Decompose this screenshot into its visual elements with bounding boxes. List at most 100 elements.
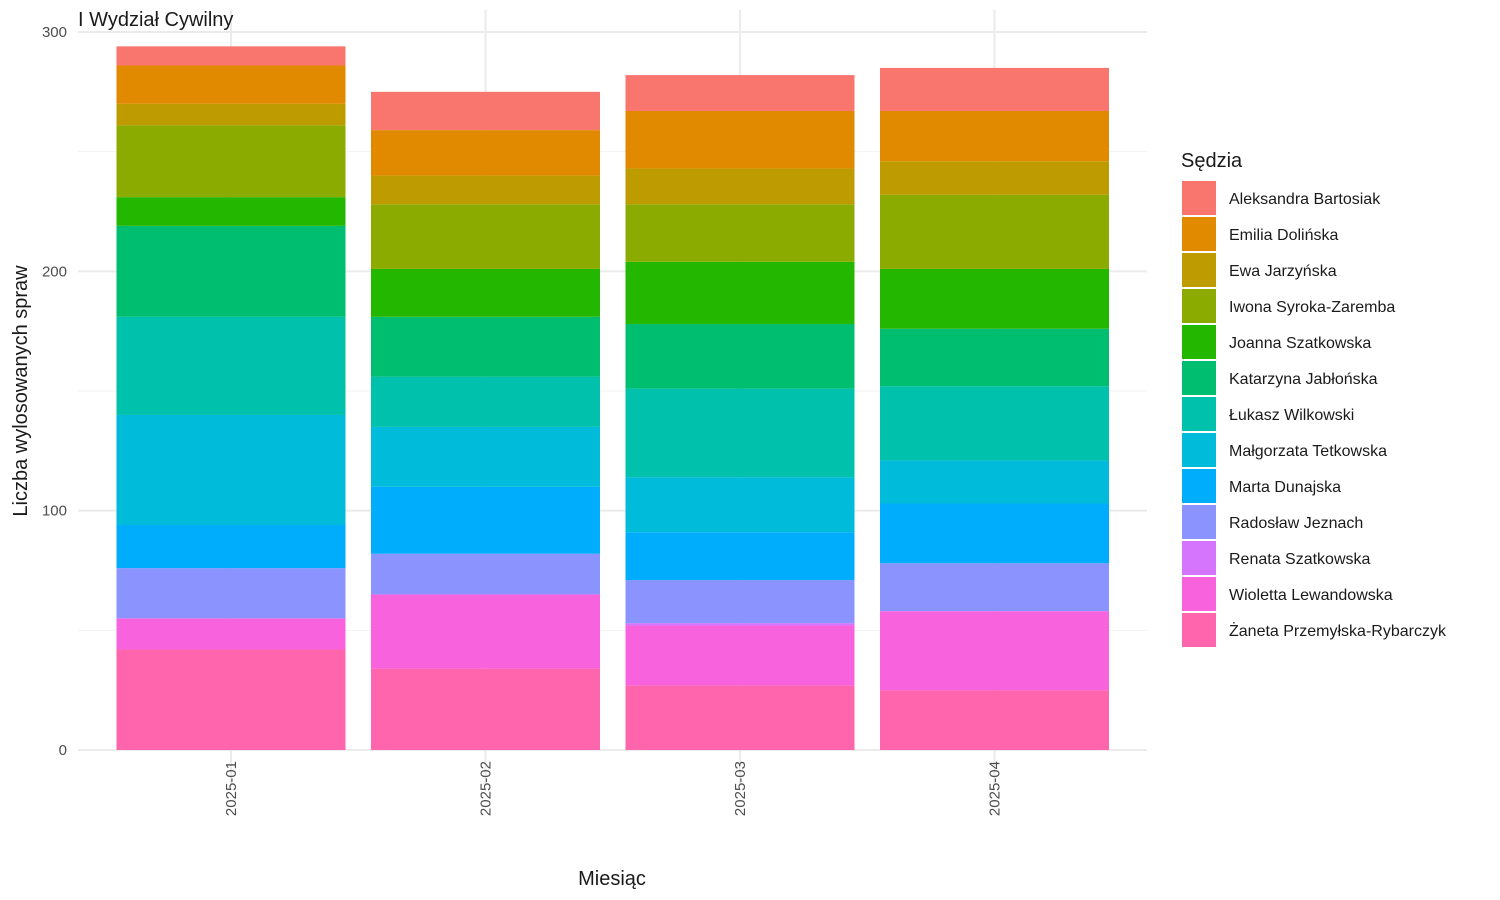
legend-swatch — [1182, 253, 1216, 287]
bar-segment — [116, 197, 346, 226]
bar-segment — [371, 204, 600, 269]
legend-swatch — [1182, 613, 1216, 647]
legend-swatch — [1182, 289, 1216, 323]
bar-stacks — [116, 46, 1109, 750]
legend-label: Joanna Szatkowska — [1229, 335, 1371, 352]
bar-segment — [371, 553, 600, 595]
legend-item: Małgorzata Tetkowska — [1182, 433, 1387, 467]
bar-segment — [625, 204, 855, 262]
x-tick-label: 2025-01 — [223, 761, 240, 816]
legend-label: Ewa Jarzyńska — [1229, 263, 1337, 280]
legend-title: Sędzia — [1181, 150, 1243, 172]
bar-segment — [371, 316, 600, 377]
legend-label: Aleksandra Bartosiak — [1229, 191, 1381, 208]
legend-label: Małgorzata Tetkowska — [1229, 443, 1387, 460]
bar-segment — [880, 268, 1109, 329]
legend-label: Iwona Syroka-Zaremba — [1229, 299, 1395, 316]
bar-stack-2025-04 — [880, 67, 1109, 750]
legend-swatch — [1182, 217, 1216, 251]
legend-label: Żaneta Przemyłska-Rybarczyk — [1229, 621, 1447, 640]
bar-segment — [625, 685, 855, 750]
bar-segment — [116, 46, 346, 66]
y-tick-label: 300 — [42, 24, 67, 41]
legend-swatch — [1182, 433, 1216, 467]
legend-label: Renata Szatkowska — [1229, 551, 1371, 568]
legend-item: Emilia Dolińska — [1182, 217, 1338, 251]
legend-item: Joanna Szatkowska — [1182, 325, 1371, 359]
bar-segment — [371, 130, 600, 176]
legend-item: Renata Szatkowska — [1182, 541, 1371, 575]
bar-segment — [371, 594, 600, 669]
x-tick-label: 2025-04 — [987, 761, 1004, 816]
bar-segment — [625, 323, 855, 389]
bar-segment — [625, 532, 855, 581]
legend-label: Wioletta Lewandowska — [1229, 587, 1393, 604]
bar-segment — [371, 426, 600, 487]
bar-segment — [880, 110, 1109, 162]
legend-item: Marta Dunajska — [1182, 469, 1341, 503]
legend-item: Katarzyna Jabłońska — [1182, 361, 1378, 395]
bar-segment — [625, 388, 855, 478]
legend: Sędzia Aleksandra Bartosiak Emilia Dolińs… — [1181, 150, 1447, 647]
legend-label: Radosław Jeznach — [1229, 515, 1363, 532]
bar-segment — [116, 103, 346, 126]
legend-item: Iwona Syroka-Zaremba — [1182, 289, 1395, 323]
bar-segment — [116, 649, 346, 750]
bar-segment — [116, 65, 346, 104]
chart-title: I Wydział Cywilny — [78, 9, 233, 31]
bar-segment — [625, 75, 855, 111]
bar-segment — [880, 328, 1109, 387]
bar-segment — [880, 611, 1109, 691]
bar-segment — [625, 625, 855, 686]
bar-segment — [116, 568, 346, 619]
legend-item: Żaneta Przemyłska-Rybarczyk — [1182, 613, 1447, 647]
bar-segment — [880, 67, 1109, 111]
bar-segment — [625, 580, 855, 624]
legend-item: Wioletta Lewandowska — [1182, 577, 1393, 611]
bar-segment — [371, 268, 600, 317]
y-tick-label: 100 — [42, 503, 67, 520]
bar-segment — [116, 414, 346, 526]
legend-item: Ewa Jarzyńska — [1182, 253, 1337, 287]
legend-item: Aleksandra Bartosiak — [1182, 181, 1381, 215]
legend-swatch — [1182, 181, 1216, 215]
legend-swatch — [1182, 397, 1216, 431]
bar-segment — [371, 486, 600, 554]
bar-segment — [371, 376, 600, 427]
legend-item: Łukasz Wilkowski — [1182, 397, 1354, 431]
x-tick-label: 2025-02 — [478, 761, 495, 816]
x-axis-ticks: 2025-01 2025-02 2025-03 2025-04 — [223, 761, 1004, 816]
legend-swatch — [1182, 541, 1216, 575]
bar-segment — [625, 477, 855, 533]
legend-label: Emilia Dolińska — [1229, 227, 1338, 244]
legend-item: Radosław Jeznach — [1182, 505, 1363, 539]
bar-stack-2025-01 — [116, 46, 346, 750]
bar-segment — [116, 316, 346, 415]
bar-segment — [625, 110, 855, 169]
bar-segment — [625, 623, 855, 626]
bar-segment — [880, 460, 1109, 504]
y-tick-label: 0 — [59, 742, 67, 759]
bar-segment — [371, 668, 600, 750]
bar-segment — [880, 563, 1109, 612]
bar-segment — [116, 618, 346, 650]
legend-swatch — [1182, 469, 1216, 503]
bar-segment — [625, 168, 855, 205]
legend-label: Łukasz Wilkowski — [1229, 407, 1354, 424]
bar-segment — [116, 225, 346, 317]
legend-swatch — [1182, 577, 1216, 611]
bar-segment — [880, 690, 1109, 750]
bar-segment — [116, 125, 346, 198]
y-axis-title: Liczba wylosowanych spraw — [10, 265, 32, 517]
legend-label: Katarzyna Jabłońska — [1229, 371, 1378, 388]
y-tick-label: 200 — [42, 263, 67, 280]
legend-swatch — [1182, 505, 1216, 539]
bar-stack-2025-03 — [625, 75, 855, 750]
bar-stack-2025-02 — [371, 91, 600, 750]
legend-label: Marta Dunajska — [1229, 479, 1341, 496]
legend-swatch — [1182, 325, 1216, 359]
bar-segment — [880, 194, 1109, 269]
x-axis-title: Miesiąc — [578, 868, 646, 890]
bar-segment — [116, 525, 346, 569]
